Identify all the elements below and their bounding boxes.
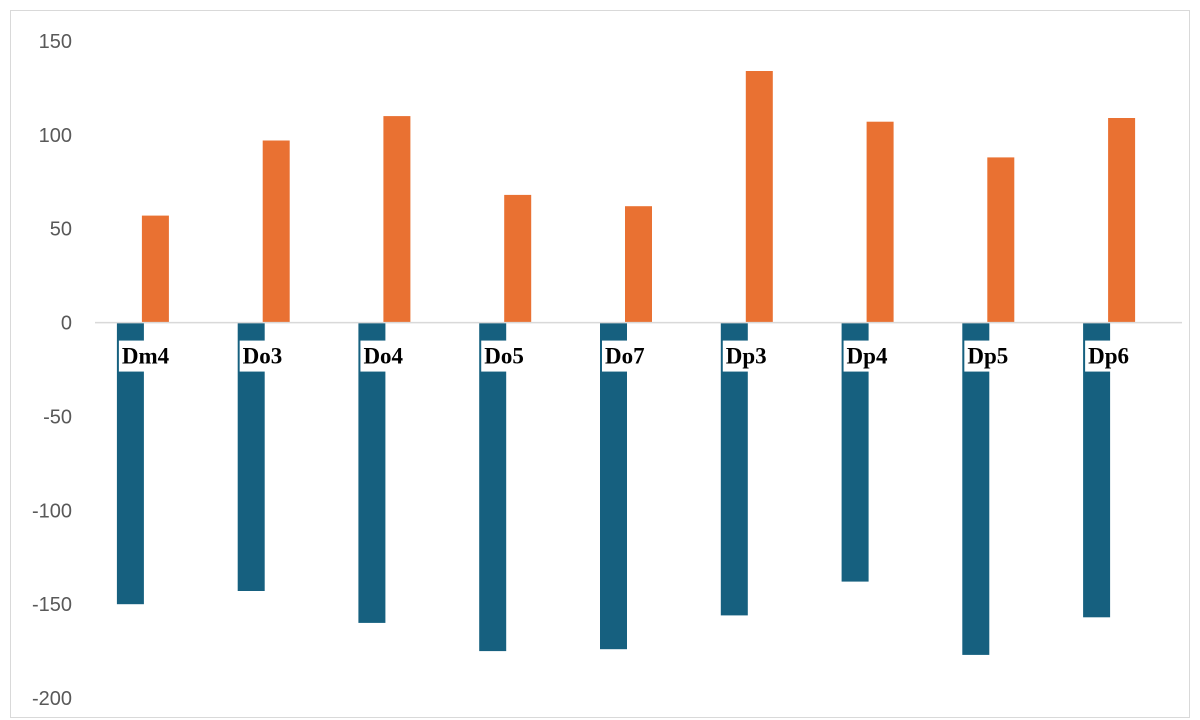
y-tick-label: -200 [32,688,72,710]
y-tick-label: -150 [32,594,72,616]
bar-negative-do7 [600,322,627,650]
bar-positive-do3 [262,140,290,323]
category-label-background [964,340,1012,372]
category-label-text: Dp3 [726,344,767,369]
y-tick-label: -50 [43,406,72,428]
category-label-do5: Do5 [481,340,527,372]
category-label-text: Do4 [363,344,403,369]
category-label-do3: Do3 [239,340,286,372]
bar-positive-dp6 [1108,118,1136,323]
bar-negative-do4 [358,322,386,623]
category-label-background [118,340,173,372]
category-label-do7: Do7 [602,340,648,372]
category-label-background [843,340,891,372]
bar-positive-dp4 [866,121,894,323]
category-label-background [1085,340,1133,372]
bar-positive-do4 [383,116,411,323]
bar-negative-dp6 [1083,322,1111,618]
y-axis-tick-labels: 150 100 50 0 -50 -100 -150 -200 [32,31,72,710]
category-label-background [481,340,527,372]
category-label-background [360,340,407,372]
y-tick-label: 150 [39,31,72,53]
y-tick-label: 100 [39,125,72,147]
category-label-background [239,340,286,372]
category-labels: Dm4 Do3 Do4 Do5 Do7 Dp3 Dp4 Dp5 Dp6 [118,340,1133,372]
category-label-text: Dp6 [1088,344,1129,369]
bar-positive-dp5 [987,157,1015,323]
category-label-dp6: Dp6 [1085,340,1133,372]
category-label-dm4: Dm4 [118,340,173,372]
category-label-dp5: Dp5 [964,340,1012,372]
category-label-background [602,340,648,372]
category-label-text: Do7 [605,344,645,369]
category-label-text: Do3 [243,344,283,369]
category-label-dp4: Dp4 [843,340,891,372]
category-label-background [722,340,770,372]
bar-positive-do5 [504,194,532,323]
category-label-dp3: Dp3 [722,340,770,372]
category-label-text: Dp4 [847,344,888,369]
y-tick-label: 50 [50,219,72,241]
category-label-text: Dm4 [122,344,170,369]
category-label-text: Dp5 [967,344,1008,369]
bar-negative-do5 [479,322,507,652]
y-tick-label: -100 [32,500,72,522]
bars [116,71,1136,655]
bar-positive-do7 [625,206,652,323]
bar-positive-dp3 [745,71,773,323]
category-label-do4: Do4 [360,340,407,372]
y-tick-label: 0 [61,313,72,335]
bar-positive-dm4 [141,215,169,323]
category-label-text: Do5 [484,344,524,369]
bar-negative-dp5 [962,322,990,655]
